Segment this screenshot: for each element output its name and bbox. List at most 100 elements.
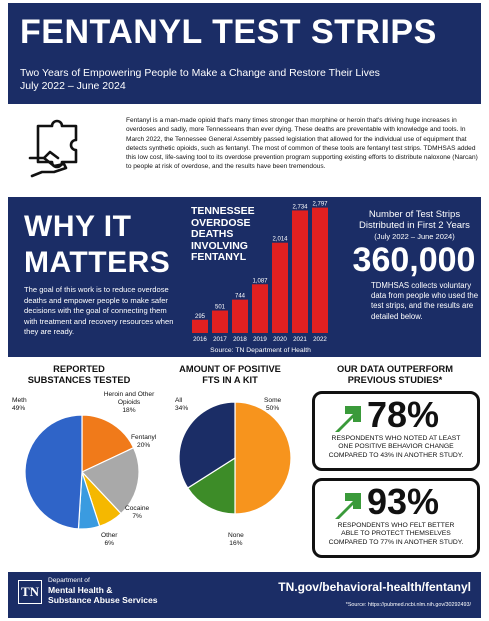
chart-title-line: INVOLVING [191,239,248,252]
pie-label-some: Some 50% [264,397,281,413]
slice-name: Heroin and Other Opioids [103,391,155,406]
outperform-title: OUR DATA OUTPERFORM PREVIOUS STUDIES* [310,364,480,385]
pie-label-none: None 16% [228,532,244,548]
pie-label-other: Other 6% [101,532,118,548]
overdose-chart-title: TENNESSEE OVERDOSE DEATHS INVOLVING FENT… [191,205,255,264]
pie-label-fentanyl: Fentanyl 20% [131,434,156,450]
goal-text: The goal of this work is to reduce overd… [24,285,174,336]
bar-2022 [312,207,328,333]
slice-name: Fentanyl [131,434,157,441]
positive-fts-pie-chart [178,401,292,515]
page-title: FENTANYL TEST STRIPS [20,13,437,51]
pie-slice-fentanyl [80,446,140,515]
x-tick-label: 2022 [313,336,327,343]
substances-pie-chart [24,414,140,530]
why-line-2: MATTERS [24,246,171,279]
slice-name: Meth [12,397,27,404]
stat-desc-line: RESPONDENTS WHO NOTED AT LEAST [331,435,461,442]
slice-name: Cocaine [125,505,150,512]
bar-2018 [232,299,248,333]
slice-name: Other [101,532,118,539]
test-strips-description: TDMHSAS collects voluntary data from peo… [371,281,479,321]
green-arrow-icon [335,406,361,432]
department-name: Department of Mental Health & Substance … [48,577,158,605]
stat-percent: 78% [367,394,440,435]
test-strips-title: Number of Test Strips Distributed in Fir… [348,209,481,242]
stat-desc-line: ONE POSITIVE BEHAVIOR CHANGE [338,443,454,451]
bar-value-label: 2,014 [272,237,288,243]
x-tick-label: 2019 [253,336,267,343]
header-subtitle: Two Years of Empowering People to Make a… [20,67,380,93]
slice-value: 50% [266,405,280,412]
test-strips-period: (July 2022 – June 2024) [374,232,455,241]
pie-slice-none [186,456,236,515]
slice-name: Some [264,397,282,404]
stat-box-behavior-change: 78% RESPONDENTS WHO NOTED AT LEAST ONE P… [312,391,480,471]
bar-2019 [252,284,268,333]
subtitle-line-2: July 2022 – June 2024 [20,80,126,92]
pie-slice-some [234,401,292,515]
bar-value-label: 744 [235,294,246,300]
slice-value: 16% [229,540,243,547]
stat-desc-line: RESPONDENTS WHO FELT BETTER [337,522,455,529]
pie-label-all: All 34% [175,397,188,413]
pie-label-heroin: Heroin and Other Opioids 18% [98,391,160,415]
dept-line-2: Substance Abuse Services [48,595,158,605]
pie-title-line: REPORTED [53,364,105,374]
bar-value-label: 2,734 [292,204,308,210]
substances-pie-title: REPORTED SUBSTANCES TESTED [14,364,144,385]
overdose-chart-source: Source: TN Department of Health [210,347,311,354]
footer-url-link[interactable]: TN.gov/behavioral-health/fentanyl [278,580,471,594]
outperform-title-line: OUR DATA OUTPERFORM [336,364,454,374]
slice-value: 34% [175,405,189,412]
pie-label-cocaine: Cocaine 7% [125,505,149,521]
slice-value: 18% [122,407,136,414]
chart-title-line: TENNESSEE [191,205,255,217]
stat-box-protect-themselves: 93% RESPONDENTS WHO FELT BETTER ABLE TO … [312,478,480,558]
x-tick-label: 2020 [273,336,287,343]
footer-banner: TN Department of Mental Health & Substan… [8,572,481,618]
stat-description: RESPONDENTS WHO NOTED AT LEAST ONE POSIT… [319,435,473,460]
slice-value: 49% [12,405,26,412]
bar-2016 [192,319,208,333]
bar-2017 [212,310,228,333]
green-arrow-icon [335,493,361,519]
pie-slice-all [178,401,236,489]
tn-logo: TN [18,580,42,604]
pie-slice-heroin-and-other-opioids [81,414,135,473]
pie-label-meth: Meth 49% [12,397,27,413]
pie-title-line: SUBSTANCES TESTED [27,374,131,385]
slice-value: 20% [137,442,151,449]
footer-source-link[interactable]: *Source: https://pubmed.ncbi.nlm.nih.gov… [345,602,471,608]
why-line-1: WHY IT [24,210,132,243]
header-banner: FENTANYL TEST STRIPS Two Years of Empowe… [8,3,481,104]
pie-title-line: AMOUNT OF POSITIVE [179,364,281,374]
positive-fts-pie-title: AMOUNT OF POSITIVE FTS IN A KIT [170,364,290,385]
outperform-title-line: PREVIOUS STUDIES* [347,374,443,385]
intro-section: Fentanyl is a man-made opioid that's man… [8,104,481,196]
slice-value: 7% [132,513,142,520]
test-strips-title-text: Number of Test Strips Distributed in Fir… [359,209,470,231]
chart-title-line: OVERDOSE [191,216,251,229]
stat-description: RESPONDENTS WHO FELT BETTER ABLE TO PROT… [319,522,473,547]
slice-name: None [228,532,244,539]
chart-title-line: DEATHS [191,228,234,240]
dept-line-1: Mental Health & [48,585,113,595]
stat-desc-line: COMPARED TO 43% IN ANOTHER STUDY. [328,451,464,459]
stat-desc-line: ABLE TO PROTECT THEMSELVES [341,530,451,538]
bar-value-label: 1,087 [252,278,268,284]
pie-slice-meth [24,414,83,530]
pie-title-line: FTS IN A KIT [202,374,258,385]
slice-name: All [175,397,183,404]
overdose-deaths-bar-chart: 295 2016 501 2017 744 2018 1,087 2019 2,014 2020 2… [192,202,328,343]
why-it-matters-heading: WHY IT MATTERS [24,209,170,281]
x-tick-label: 2021 [293,336,307,343]
bar-value-label: 501 [215,305,226,311]
intro-text: Fentanyl is a man-made opioid that's man… [126,117,478,171]
puzzle-hand-icon [28,119,78,178]
bar-2021 [292,210,308,333]
slice-value: 6% [104,540,115,547]
chart-title-line: FENTANYL [191,251,247,263]
x-tick-label: 2017 [213,336,227,343]
